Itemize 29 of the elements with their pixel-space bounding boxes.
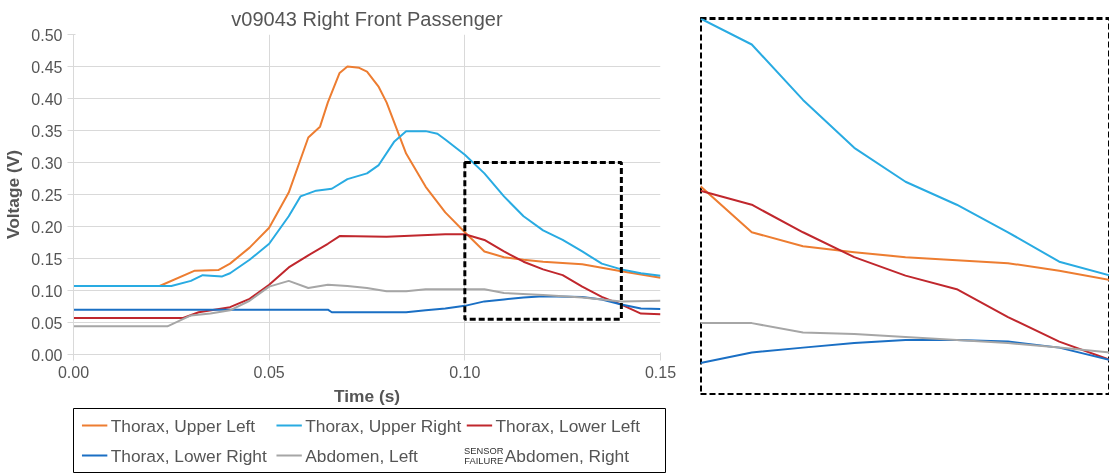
line-series — [73, 279, 661, 328]
y-tick-label: 0.00 — [31, 346, 63, 364]
y-tick-label: 0.40 — [31, 90, 63, 108]
legend-label: Thorax, Upper Left — [110, 415, 256, 436]
y-tick-label: 0.05 — [31, 314, 63, 332]
y-axis-title: Voltage (V) — [3, 149, 24, 240]
legend-label: Abdomen, Left — [305, 445, 419, 466]
text: SENSOR FAILURE — [463, 445, 504, 466]
text: Abdomen, Right — [504, 445, 630, 466]
y-tick-label: 0.15 — [31, 250, 63, 268]
x-tick-label: 0.00 — [57, 363, 90, 381]
line-series — [73, 233, 661, 320]
y-tick-label: 0.50 — [31, 26, 63, 44]
y-tick-label: 0.30 — [31, 154, 63, 172]
legend-label: Thorax, Lower Left — [495, 415, 641, 436]
line-series — [73, 295, 661, 314]
x-tick-label: 0.05 — [253, 363, 285, 381]
legend-label: Thorax, Lower Right — [110, 445, 267, 466]
y-tick-label: 0.10 — [31, 282, 63, 300]
y-tick-label: 0.35 — [31, 122, 63, 140]
chart-title: v09043 Right Front Passenger — [231, 7, 503, 30]
x-tick-label: 0.15 — [644, 363, 677, 381]
x-axis-title: Time (s) — [333, 385, 401, 406]
legend-label: Thorax, Upper Right — [305, 415, 462, 436]
y-tick-label: 0.45 — [31, 58, 63, 76]
y-tick-label: 0.25 — [31, 186, 63, 204]
y-tick-label: 0.20 — [31, 218, 63, 236]
x-tick-label: 0.10 — [449, 363, 481, 381]
line-series — [73, 130, 661, 288]
